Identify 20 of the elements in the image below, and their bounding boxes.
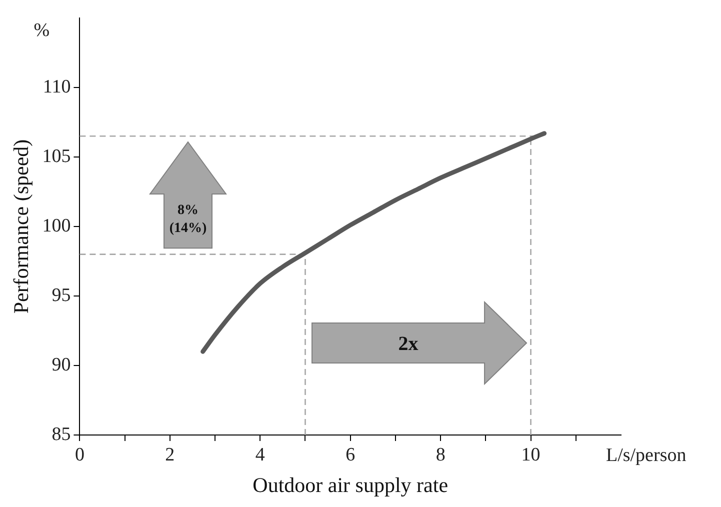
y-tick-label: 90 — [52, 354, 71, 376]
x-tick-label: 2 — [165, 444, 175, 466]
y-tick-label: 110 — [42, 76, 71, 98]
x-tick-label: 8 — [436, 444, 446, 466]
y-tick-label: 100 — [42, 215, 71, 236]
up-arrow: 8% (14%) — [150, 142, 226, 248]
y-axis-title: Performance (speed) — [9, 139, 34, 314]
x-tick-label: 10 — [521, 444, 540, 466]
x-tick-label: 6 — [346, 444, 356, 466]
annotation: 8% (14%) — [169, 203, 207, 236]
x-tick-label: 0 — [74, 444, 84, 466]
text: L/s/person — [606, 445, 687, 466]
text: % — [34, 20, 50, 41]
y-tick-label: 85 — [52, 424, 71, 445]
x-tick-label: 4 — [255, 444, 266, 466]
annotation: 2x — [398, 333, 419, 356]
x-axis-title: Outdoor air supply rate — [252, 472, 448, 497]
y-tick-label: 95 — [52, 284, 71, 306]
right-arrow: 2x — [312, 302, 527, 384]
y-tick-label: 105 — [42, 146, 71, 167]
